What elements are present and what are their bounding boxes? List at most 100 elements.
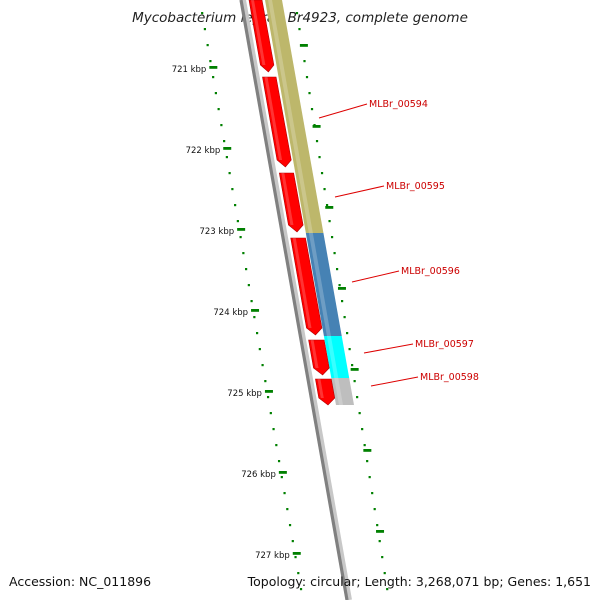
tick-dot [363, 444, 366, 447]
major-tick [278, 471, 287, 474]
cog-block [323, 336, 350, 378]
cog-highlight [334, 378, 343, 405]
cds-highlight [292, 238, 312, 328]
tick-dot [220, 124, 223, 127]
tick-dot [228, 172, 231, 175]
major-tick [325, 206, 334, 209]
major-tick [237, 228, 246, 231]
tick-dot [255, 332, 259, 335]
tick-dot [247, 284, 250, 287]
tick-dot [320, 172, 324, 175]
genome-summary-text: Topology: circular; Length: 3,268,071 bp… [247, 574, 591, 589]
tick-dot [338, 284, 341, 287]
tick-dot [217, 108, 220, 111]
tick-dot [305, 76, 309, 79]
cds-track [248, 0, 336, 406]
tick-dot [239, 236, 242, 239]
tick-dot [310, 108, 314, 111]
cog-track [265, 0, 354, 405]
tick-label: 726 kbp [241, 470, 276, 480]
major-tick [264, 390, 273, 393]
tick-dot [201, 12, 204, 15]
cds-highlight [310, 340, 319, 368]
tick-dot [250, 300, 253, 303]
tick-label: 727 kbp [255, 551, 290, 561]
major-tick [376, 530, 385, 533]
tick-dot [223, 140, 226, 143]
tick-dot [373, 508, 376, 511]
tick-dot [346, 332, 349, 335]
tick-dot [381, 556, 384, 559]
gene-leader-line [363, 343, 414, 354]
major-tick [292, 552, 301, 555]
tick-dot [283, 492, 286, 495]
tick-dot [333, 252, 336, 255]
tick-dot [242, 252, 245, 255]
tick-dot [236, 220, 239, 223]
tick-dot [297, 572, 300, 575]
gene-label: MLBr_00594 [369, 99, 428, 110]
cds-arrow [262, 76, 292, 168]
tick-dot [277, 460, 281, 463]
tick-dot [368, 476, 371, 479]
gene-label: MLBr_00597 [415, 339, 474, 350]
tick-dot [323, 188, 326, 191]
major-tick [363, 449, 372, 452]
tick-dot [245, 268, 248, 271]
cds-arrow [315, 378, 336, 406]
cds-arrow [308, 339, 330, 376]
tick-dot [225, 156, 228, 159]
cds-highlight [264, 77, 283, 160]
tick-dot [234, 204, 237, 207]
tick-dot [266, 396, 270, 399]
tick-dot [366, 460, 369, 463]
cog-highlight [326, 336, 339, 378]
cog-block [331, 378, 354, 405]
backbone-line [239, 0, 349, 600]
gene-leader-line [351, 270, 400, 283]
tick-dot [335, 268, 339, 271]
major-tick [299, 44, 308, 47]
major-tick [337, 287, 346, 290]
cog-block [265, 0, 324, 233]
tick-dot [328, 220, 331, 223]
scale-ticks: 721 kbp 722 kbp 723 kbp 724 kbp 725 kbp 726 k… [172, 12, 389, 591]
accession-text: Accession: NC_011896 [9, 574, 152, 589]
tick-dot [358, 412, 361, 415]
cds-arrow [290, 237, 323, 336]
gene-labels: MLBr_00594 MLBr_00595 MLBr_00596 MLBr_00597… [318, 99, 479, 387]
tick-dot [351, 364, 354, 367]
tick-dot [376, 524, 379, 527]
cds-arrow [248, 0, 275, 73]
tick-dot [294, 556, 297, 559]
tick-dot [378, 540, 381, 543]
tick-label: 722 kbp [186, 146, 221, 156]
tick-dot [299, 588, 303, 591]
tick-dot [231, 188, 234, 191]
tick-dot [315, 140, 319, 143]
tick-dot [386, 588, 389, 591]
backbone [239, 0, 352, 600]
tick-dot [325, 204, 329, 207]
tick-dot [206, 44, 209, 47]
tick-dot [253, 316, 256, 319]
gene-label: MLBr_00595 [386, 181, 445, 192]
tick-dot [203, 28, 207, 31]
major-tick [312, 125, 321, 128]
tick-dot [286, 508, 289, 511]
tick-dot [258, 348, 261, 351]
tick-dot [356, 396, 359, 399]
backbone-shadow [240, 0, 352, 600]
tick-dot [291, 540, 294, 543]
tick-dot [341, 300, 344, 303]
tick-dot [295, 12, 299, 15]
tick-label: 725 kbp [227, 389, 262, 399]
tick-dot [361, 428, 364, 431]
major-tick [223, 147, 232, 150]
cds-highlight [317, 379, 324, 398]
gene-label: MLBr_00596 [401, 266, 460, 277]
cds-arrow [278, 172, 304, 233]
tick-dot [272, 428, 275, 431]
gene-label: MLBr_00598 [420, 372, 479, 383]
